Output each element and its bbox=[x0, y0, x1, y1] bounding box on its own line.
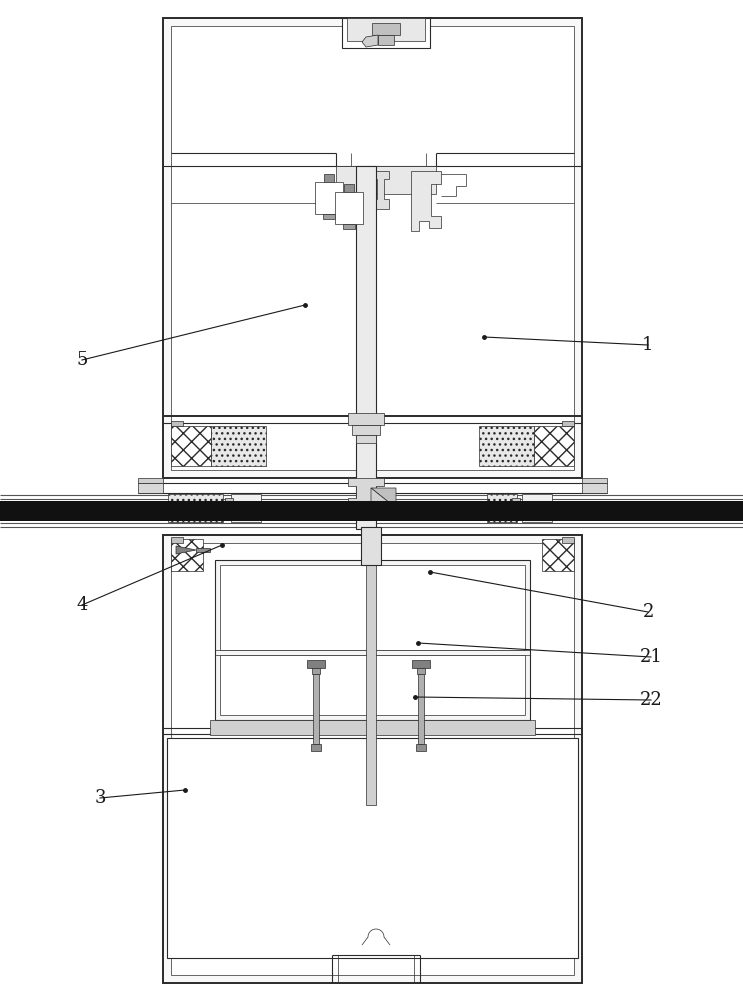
Bar bbox=[335, 192, 363, 224]
Bar bbox=[171, 421, 183, 426]
Bar bbox=[542, 539, 574, 571]
Bar bbox=[220, 655, 525, 715]
Bar bbox=[487, 494, 517, 522]
Bar bbox=[534, 426, 574, 466]
Bar bbox=[171, 543, 574, 975]
Bar bbox=[313, 674, 319, 744]
Polygon shape bbox=[371, 488, 396, 508]
Bar bbox=[163, 18, 582, 478]
Bar bbox=[163, 535, 582, 983]
Text: 2: 2 bbox=[642, 603, 654, 621]
Bar bbox=[418, 674, 424, 744]
Bar bbox=[171, 426, 211, 466]
Text: 22: 22 bbox=[640, 691, 662, 709]
Bar bbox=[210, 720, 535, 735]
Polygon shape bbox=[138, 483, 163, 493]
Bar bbox=[231, 494, 261, 522]
Bar bbox=[343, 224, 355, 229]
Polygon shape bbox=[582, 483, 607, 493]
Bar bbox=[0, 501, 743, 521]
Polygon shape bbox=[411, 171, 441, 231]
Bar bbox=[417, 668, 425, 674]
Text: 1: 1 bbox=[642, 336, 654, 354]
Bar bbox=[323, 214, 335, 219]
Bar bbox=[171, 26, 574, 470]
Text: 5: 5 bbox=[77, 351, 88, 369]
Bar bbox=[361, 527, 381, 565]
Polygon shape bbox=[362, 35, 378, 47]
Bar bbox=[336, 166, 436, 194]
Text: 4: 4 bbox=[77, 596, 88, 614]
Bar bbox=[512, 498, 520, 518]
Bar bbox=[324, 174, 334, 182]
Bar bbox=[215, 560, 530, 720]
Bar bbox=[168, 494, 223, 522]
Bar bbox=[378, 35, 394, 45]
Bar bbox=[562, 421, 574, 426]
Bar bbox=[167, 738, 578, 958]
Bar bbox=[479, 426, 534, 466]
Bar bbox=[344, 184, 354, 192]
Bar bbox=[196, 548, 210, 552]
Bar bbox=[171, 539, 203, 571]
Bar bbox=[372, 23, 400, 35]
Polygon shape bbox=[371, 488, 396, 508]
Bar bbox=[412, 660, 430, 668]
Bar bbox=[225, 498, 233, 518]
Bar bbox=[356, 166, 376, 529]
Polygon shape bbox=[348, 478, 384, 506]
Circle shape bbox=[369, 506, 383, 520]
Bar bbox=[356, 435, 376, 443]
Circle shape bbox=[334, 506, 348, 520]
Bar bbox=[342, 18, 430, 48]
Text: 21: 21 bbox=[640, 648, 663, 666]
Polygon shape bbox=[582, 478, 607, 483]
Bar bbox=[562, 537, 574, 543]
Bar bbox=[347, 18, 425, 41]
Bar bbox=[348, 413, 384, 425]
Bar bbox=[171, 537, 183, 543]
Bar bbox=[307, 660, 325, 668]
Polygon shape bbox=[359, 171, 389, 209]
Bar bbox=[522, 494, 552, 522]
Bar bbox=[312, 668, 320, 674]
Bar bbox=[416, 744, 426, 751]
Bar bbox=[220, 565, 525, 650]
Bar bbox=[311, 744, 321, 751]
Polygon shape bbox=[176, 546, 196, 554]
Bar bbox=[211, 426, 266, 466]
Bar bbox=[352, 425, 380, 435]
Polygon shape bbox=[138, 478, 163, 483]
Bar bbox=[366, 565, 376, 805]
Text: 3: 3 bbox=[94, 789, 106, 807]
Bar bbox=[315, 182, 343, 214]
